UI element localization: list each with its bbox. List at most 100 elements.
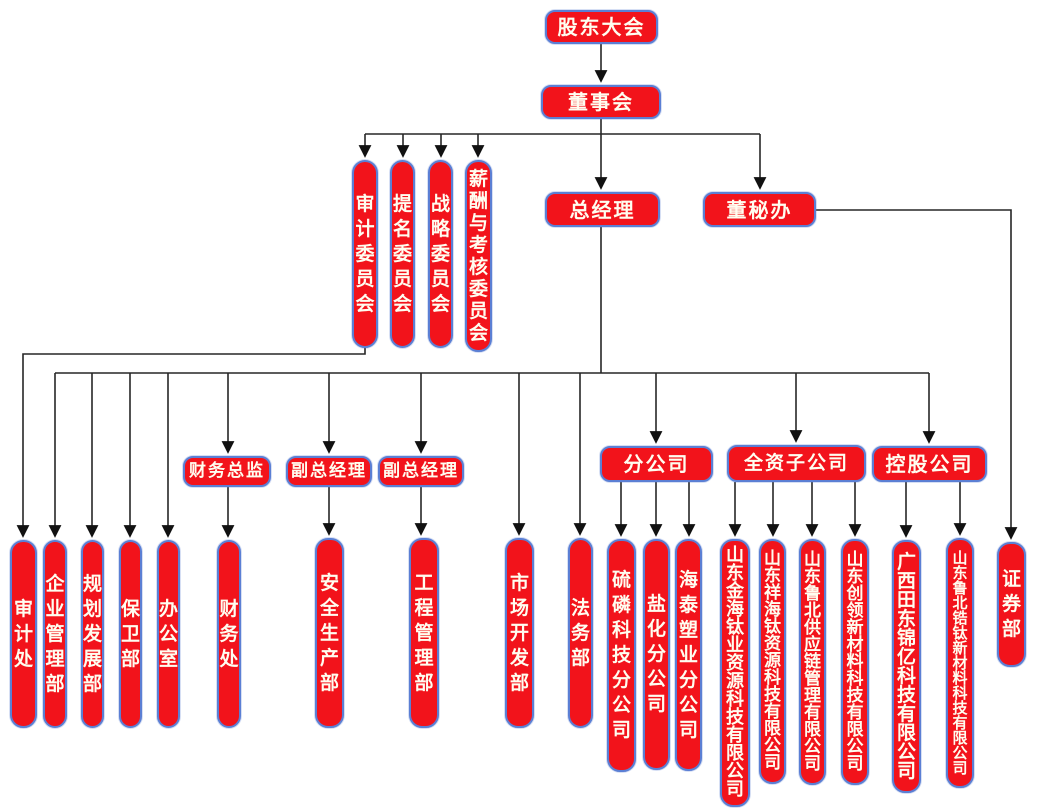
vertical-label-char: 展 (83, 647, 103, 670)
vertical-label-char: 公 (952, 743, 968, 762)
vertical-label-char: 鲁 (804, 583, 821, 604)
node-deputy-gm-2: 副总经理 (378, 456, 464, 487)
vertical-label-char: 部 (83, 672, 103, 695)
vertical-label-char: 东 (726, 563, 744, 584)
vertical-label-char: 程 (414, 596, 434, 619)
vertical-label-char: 考 (468, 233, 488, 256)
vertical-label-char: 规 (83, 572, 103, 595)
vertical-label-char: 市 (509, 571, 529, 594)
node-board-of-directors: 董事会 (541, 85, 661, 119)
vertical-label-char: 办 (159, 597, 179, 620)
vertical-label-char: 山 (846, 549, 864, 570)
vertical-label-char: 保 (121, 597, 141, 620)
vertical-label-char: 分 (678, 668, 698, 691)
vertical-label-char: 东 (952, 563, 968, 582)
vertical-label-char: 略 (430, 217, 450, 240)
vertical-label-char: 钛 (952, 623, 968, 642)
vertical-label-char: 科 (846, 668, 864, 689)
vertical-label-char: 生 (319, 621, 339, 644)
vertical-label-char: 司 (952, 758, 968, 777)
vertical-label-char: 业 (726, 635, 744, 656)
vertical-label-char: 业 (45, 597, 65, 620)
vertical-label-char: 务 (219, 622, 239, 645)
vertical-label-char: 科 (726, 689, 744, 710)
vertical-label-char: 券 (1001, 593, 1021, 615)
vertical-label-char: 委 (392, 242, 412, 265)
vertical-label-char: 领 (846, 600, 864, 621)
vertical-label-char: 司 (678, 718, 698, 741)
vertical-label-char: 公 (804, 736, 821, 757)
vertical-label-char: 源 (726, 671, 744, 692)
vertical-label-char: 锆 (952, 608, 968, 627)
vertical-label-char: 委 (468, 277, 488, 300)
vertical-label-char: 有 (952, 713, 968, 732)
vertical-label-char: 有 (764, 702, 781, 722)
vertical-label-char: 会 (468, 321, 488, 344)
vertical-label-char: 核 (468, 255, 488, 278)
vertical-label-char: 资 (764, 634, 781, 654)
vertical-label-char: 会 (392, 292, 412, 315)
node-haitai-plastics-branch: 海泰塑业分公司 (675, 539, 702, 771)
vertical-label-char: 技 (726, 707, 744, 728)
vertical-label-char: 山 (764, 549, 781, 569)
vertical-label-char: 硫 (611, 569, 631, 591)
vertical-label-char: 材 (952, 653, 968, 672)
vertical-label-char: 业 (678, 643, 698, 666)
vertical-label-char: 司 (804, 753, 821, 774)
vertical-label-char: 钛 (726, 617, 744, 638)
vertical-label-char: 部 (570, 646, 590, 669)
vertical-label-char: 部 (319, 671, 339, 694)
vertical-label-char: 北 (804, 600, 821, 621)
vertical-label-char: 证 (1001, 568, 1021, 590)
node-guangxi-tiandong-jinyi: 广西田东锦亿科技有限公司 (892, 540, 921, 793)
vertical-label-char: 场 (509, 596, 529, 619)
vertical-label-char: 员 (392, 267, 412, 290)
vertical-label-char: 酬 (468, 189, 488, 212)
vertical-label-char: 新 (952, 638, 968, 657)
vertical-label-char: 链 (804, 651, 821, 672)
vertical-label-char: 鲁 (952, 578, 968, 597)
vertical-label-char: 技 (952, 698, 968, 717)
vertical-label-char: 卫 (121, 622, 141, 645)
node-audit-office: 审计处 (10, 540, 37, 728)
vertical-label-char: 有 (896, 702, 916, 725)
vertical-label-char: 公 (764, 736, 781, 756)
vertical-label-char: 限 (952, 728, 968, 747)
vertical-label-char: 公 (846, 736, 864, 757)
vertical-label-char: 部 (45, 672, 65, 695)
vertical-label-char: 东 (896, 607, 916, 630)
vertical-label-char: 委 (355, 242, 375, 265)
vertical-label-char: 与 (468, 211, 488, 234)
vertical-label-char: 化 (646, 618, 666, 640)
vertical-label-char: 材 (846, 634, 864, 655)
vertical-label-char: 有 (726, 725, 744, 746)
vertical-label-char: 海 (726, 599, 744, 620)
vertical-label-char: 资 (726, 653, 744, 674)
vertical-label-char: 公 (678, 693, 698, 716)
vertical-label-char: 理 (414, 646, 434, 669)
vertical-label-char: 山 (726, 545, 744, 566)
vertical-label-char: 员 (430, 267, 450, 290)
node-strategy-committee: 战略委员会 (428, 160, 453, 348)
vertical-label-char: 技 (764, 685, 781, 705)
connector-arrow (816, 209, 1018, 540)
vertical-label-char: 创 (846, 583, 864, 604)
vertical-label-char: 供 (804, 617, 821, 638)
vertical-label-char: 山 (952, 548, 968, 567)
node-planning-development-dept: 规划发展部 (81, 540, 104, 728)
vertical-label-char: 有 (804, 702, 821, 723)
vertical-label-char: 祥 (764, 583, 781, 603)
node-wholly-owned-subsidiaries: 全资子公司 (727, 445, 866, 482)
vertical-label-char: 处 (13, 647, 33, 670)
vertical-label-char: 名 (392, 217, 412, 240)
vertical-label-char: 司 (764, 753, 781, 773)
vertical-label-char: 科 (764, 668, 781, 688)
vertical-label-char: 开 (509, 621, 529, 644)
node-general-manager: 总经理 (545, 192, 660, 227)
vertical-label-char: 广 (896, 550, 916, 573)
node-deputy-gm-1: 副总经理 (286, 456, 372, 487)
vertical-label-char: 全 (319, 596, 339, 619)
vertical-label-char: 限 (726, 743, 744, 764)
vertical-label-char: 分 (646, 643, 666, 665)
